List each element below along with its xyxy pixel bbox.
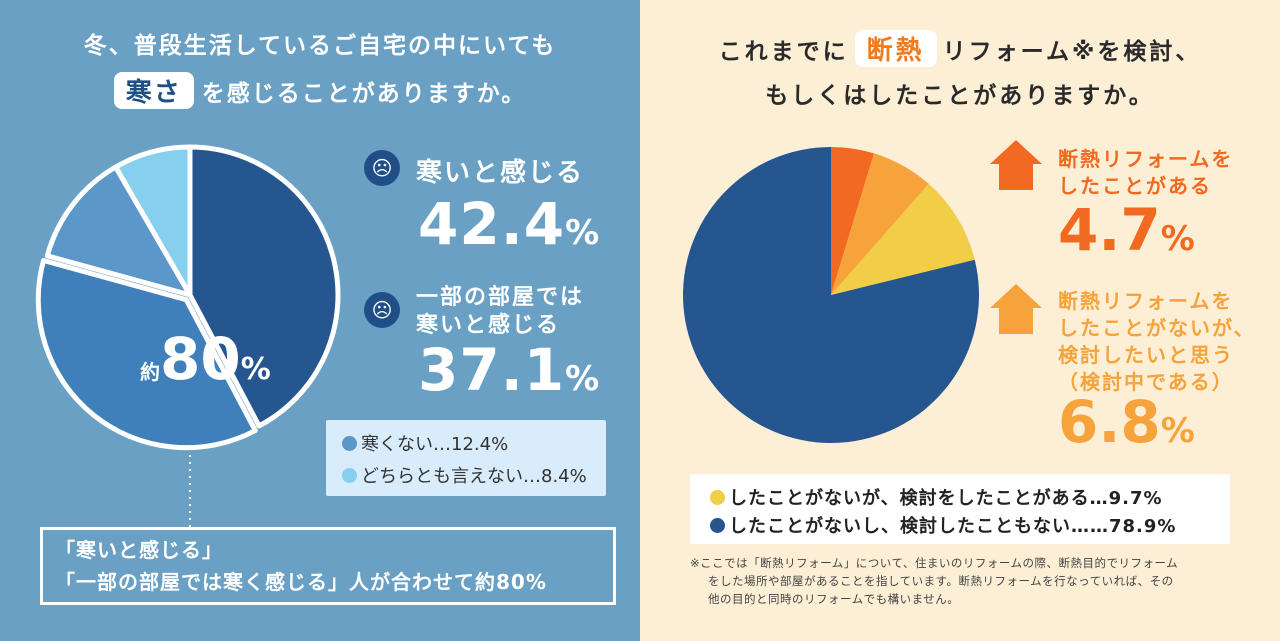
footnote-line2: をした場所や部屋があることを指しています。断熱リフォームを行なっていれば、その (708, 574, 1174, 588)
stat1-label: 寒いと感じる (416, 158, 585, 188)
stat2-label-line1: 一部の部屋では (416, 285, 585, 310)
right-title-line2: もしくはしたことがありますか。 (765, 83, 1155, 109)
right-title-line1: これまでに 断熱 リフォーム※を検討、 (640, 30, 1280, 67)
stat1-value-wrap: 42.4% (418, 190, 600, 258)
pie-slice (35, 258, 258, 451)
rstat2-pct: % (1160, 411, 1195, 451)
right-title-highlight: 断熱 (854, 30, 937, 67)
rstat1-value-wrap: 4.7% (1058, 196, 1195, 264)
rstat1-value: 4.7 (1058, 196, 1161, 264)
left-pie-chart (35, 144, 341, 528)
rstat2-label-line2: したことがないが、 (1058, 316, 1256, 340)
legend-label: したことがないし、検討したこともない……78.9% (729, 516, 1177, 537)
pie-slice (113, 144, 193, 298)
summary-note: 「寒いと感じる」 「一部の部屋では寒く感じる」人が合わせて約80% (40, 527, 616, 605)
rstat2-label-line3: 検討したいと思う (1058, 343, 1234, 367)
pie-slice (683, 147, 979, 444)
rstat2-value: 6.8 (1058, 388, 1161, 456)
left-title-line1: 冬、普段生活しているご自宅の中にいても (83, 33, 557, 59)
legend-dot (710, 489, 725, 505)
legend-dot (342, 435, 357, 451)
center-prefix: 約 (140, 360, 160, 384)
rstat1-pct: % (1160, 219, 1195, 259)
note-line1: 「寒いと感じる」 (55, 538, 223, 562)
legend-dot (342, 467, 357, 483)
rstat1-label-line2: したことがある (1058, 174, 1212, 198)
left-title-rest: を感じることがありますか。 (201, 81, 527, 107)
stat2-label-line2: 寒いと感じる (416, 313, 561, 338)
house-icon (990, 284, 1042, 334)
right-pie-chart (683, 147, 979, 444)
footnote-line1: ※ここでは「断熱リフォーム」について、住まいのリフォームの際、断熱目的でリフォー… (690, 556, 1179, 570)
pie-slice (831, 183, 975, 295)
left-title-highlight: 寒さ (113, 72, 194, 109)
right-title-part2: リフォーム※を検討、 (942, 39, 1202, 65)
note-line2: 「一部の部屋では寒く感じる」人が合わせて約80% (55, 570, 547, 594)
right-pie-group (683, 147, 979, 444)
pie-center-label: 約80% (140, 325, 271, 393)
right-legend: したことがないが、検討をしたことがある…9.7% したことがないし、検討したこと… (690, 474, 1230, 544)
rstat2-label-line1: 断熱リフォームを (1058, 289, 1234, 313)
legend-label: どちらとも言えない…8.4% (361, 466, 587, 487)
center-value: 80 (160, 325, 241, 393)
rstat1-label-line1: 断熱リフォームを (1058, 147, 1234, 171)
left-pie-group (35, 144, 341, 451)
stat1-value: 42.4 (418, 190, 566, 258)
pie-slice (831, 153, 929, 295)
stat2-value: 37.1 (418, 336, 566, 404)
sad-face-icon: ☹ (364, 150, 400, 186)
left-legend: 寒くない…12.4% どちらとも言えない…8.4% (326, 420, 606, 496)
footnote-line3: 他の目的と同時のリフォームでも構いません。 (708, 592, 960, 606)
legend-label: 寒くない…12.4% (361, 434, 509, 455)
footnote: ※ここでは「断熱リフォーム」について、住まいのリフォームの際、断熱目的でリフォー… (690, 554, 1250, 608)
house-icon (990, 140, 1042, 190)
stat2-pct: % (565, 359, 601, 399)
stat2-value-wrap: 37.1% (418, 336, 600, 404)
rstat2-value-wrap: 6.8% (1058, 388, 1195, 456)
rstat2-label-line4: （検討中である） (1058, 370, 1234, 394)
right-title-part1: これまでに (718, 39, 849, 65)
legend-dot (710, 517, 725, 533)
stat2-label: 一部の部屋では 寒いと感じる (416, 284, 584, 340)
center-pct: % (240, 352, 271, 387)
legend-item: したことがないし、検討したこともない……78.9% (710, 512, 1176, 538)
left-title-line2: 寒さ を感じることがありますか。 (0, 72, 640, 109)
legend-item: 寒くない…12.4% (342, 430, 508, 456)
frown-face-icon: ☹ (364, 292, 400, 328)
legend-item: したことがないが、検討をしたことがある…9.7% (710, 484, 1163, 510)
pie-slice (44, 164, 193, 298)
rstat2-label: 断熱リフォームを したことがないが、 検討したいと思う （検討中である） (1058, 288, 1256, 396)
legend-item: どちらとも言えない…8.4% (342, 462, 587, 488)
stat1-pct: % (565, 213, 601, 253)
pie-slice (831, 147, 875, 295)
pie-slice (187, 144, 341, 429)
rstat1-label: 断熱リフォームを したことがある (1058, 146, 1233, 200)
legend-label: したことがないが、検討をしたことがある…9.7% (729, 488, 1163, 509)
